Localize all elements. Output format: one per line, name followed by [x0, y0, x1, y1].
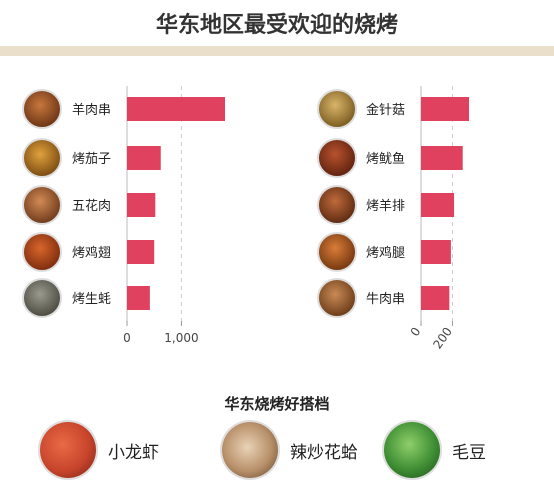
bar-charts: 0 1,000 羊肉串 烤茄子 五花肉 烤鸡翅 烤生蚝 0 200 金针菇 烤鱿鱼 烤…: [22, 86, 469, 352]
category-label: 烤鸡腿: [366, 245, 405, 261]
food-icon: [22, 232, 62, 272]
edamame-photo: [384, 422, 440, 478]
pairing-label: 小龙虾: [108, 442, 159, 463]
x-tick-label: 0: [408, 325, 424, 339]
category-label: 五花肉: [72, 198, 111, 214]
bar: [421, 240, 451, 264]
bar: [421, 286, 450, 310]
food-icon: [317, 185, 357, 225]
category-label: 烤茄子: [72, 152, 111, 167]
title-band: 华东地区最受欢迎的烧烤: [0, 0, 554, 46]
x-tick-label: 1,000: [164, 331, 198, 345]
food-icon: [317, 278, 357, 318]
food-icon: [22, 278, 62, 318]
category-label: 烤鸡翅: [72, 245, 111, 261]
bar: [127, 193, 156, 217]
title-divider: [0, 46, 554, 56]
bar: [127, 146, 161, 170]
bar: [127, 286, 150, 310]
bar: [421, 193, 455, 217]
page-title: 华东地区最受欢迎的烧烤: [155, 13, 398, 38]
bar: [127, 240, 155, 264]
x-tick-label: 0: [123, 331, 131, 345]
category-label: 金针菇: [366, 102, 405, 118]
food-icon: [317, 89, 357, 129]
bar: [421, 97, 469, 121]
category-label: 羊肉串: [72, 102, 111, 118]
crayfish-photo: [40, 422, 96, 478]
food-icon: [317, 232, 357, 272]
category-label: 烤鱿鱼: [366, 151, 405, 167]
x-tick-label: 200: [430, 325, 455, 352]
pairings-title: 华东烧烤好搭档: [224, 395, 330, 413]
food-icon: [22, 185, 62, 225]
bar: [421, 146, 463, 170]
clams-photo: [222, 422, 278, 478]
pairing-label: 辣炒花蛤: [290, 442, 358, 463]
food-icon: [22, 138, 62, 178]
pairing-item-edamame: 毛豆: [384, 420, 486, 480]
food-icon: [22, 89, 62, 129]
pairing-item-clams: 辣炒花蛤: [222, 420, 358, 480]
category-label: 烤生蚝: [72, 292, 111, 307]
bar: [127, 97, 225, 121]
food-icon: [317, 138, 357, 178]
category-label: 烤羊排: [366, 198, 405, 214]
pairing-item-crayfish: 小龙虾: [40, 420, 159, 480]
pairing-label: 毛豆: [452, 442, 486, 463]
category-label: 牛肉串: [366, 292, 405, 307]
